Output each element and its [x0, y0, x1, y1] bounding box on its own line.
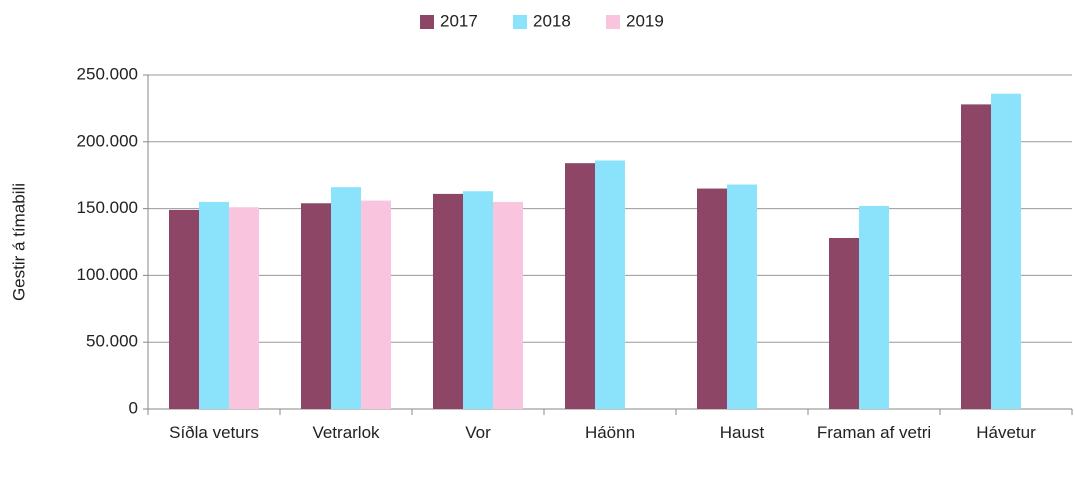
x-tick-label: Haust: [719, 423, 765, 442]
bar: [301, 203, 331, 409]
y-tick-label: 250.000: [77, 64, 138, 83]
y-axis-label: Gestir á tímabili: [9, 183, 28, 301]
bar: [433, 193, 463, 409]
bar: [961, 104, 991, 409]
x-tick-label: Vor: [465, 423, 491, 442]
y-tick-label: 50.000: [86, 332, 138, 351]
bar: [229, 207, 259, 409]
bar: [727, 184, 757, 409]
legend-label: 2018: [533, 11, 571, 30]
bar: [169, 209, 199, 409]
bar: [595, 160, 625, 409]
x-tick-label: Hávetur: [976, 423, 1036, 442]
bar: [829, 237, 859, 409]
bar: [991, 93, 1021, 409]
bar: [697, 188, 727, 409]
x-tick-label: Síðla veturs: [169, 423, 259, 442]
legend-swatch: [606, 15, 620, 29]
bar: [361, 200, 391, 409]
bar: [565, 163, 595, 409]
x-tick-label: Háönn: [584, 423, 636, 442]
legend-label: 2017: [440, 11, 478, 30]
y-tick-label: 100.000: [77, 265, 138, 284]
y-tick-label: 0: [129, 398, 138, 417]
x-tick-label: Vetrarlok: [312, 423, 380, 442]
bar: [199, 201, 229, 409]
bar: [331, 187, 361, 409]
legend-swatch: [513, 15, 527, 29]
x-tick-label: Framan af vetri: [816, 423, 932, 442]
bar: [463, 191, 493, 409]
bar: [859, 205, 889, 409]
legend-label: 2019: [626, 11, 664, 30]
y-tick-label: 200.000: [77, 131, 138, 150]
bar: [493, 201, 523, 409]
y-tick-label: 150.000: [77, 198, 138, 217]
legend-swatch: [420, 15, 434, 29]
